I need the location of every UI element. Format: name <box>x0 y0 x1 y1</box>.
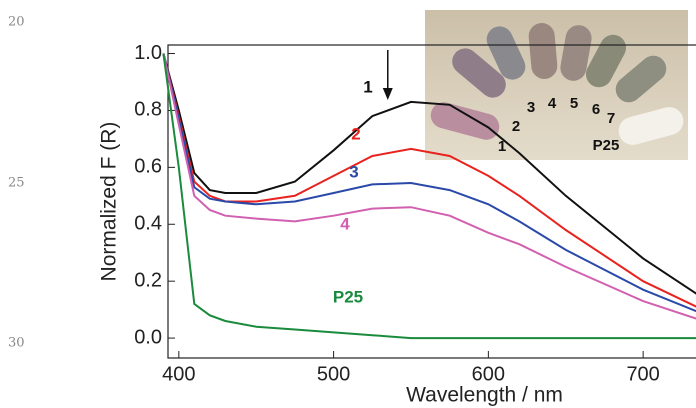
inset-label: 6 <box>592 101 600 118</box>
series-line <box>162 53 696 320</box>
tube <box>585 34 627 88</box>
series-line <box>162 53 696 308</box>
y-axis-label: Normalized F (R) <box>98 122 121 282</box>
series-label: 2 <box>351 124 360 143</box>
series-line <box>162 53 696 340</box>
series-label: P25 <box>333 287 363 306</box>
tube <box>430 102 500 140</box>
x-tick-label: 400 <box>162 363 195 385</box>
line-number: 25 <box>8 176 25 191</box>
inset-label: 5 <box>570 95 578 112</box>
inset-label: 2 <box>512 118 520 135</box>
inset-photo <box>425 10 688 160</box>
x-axis-label: Wavelength / nm <box>406 384 563 407</box>
inset-label: 3 <box>527 99 535 116</box>
line-number: 30 <box>8 336 25 351</box>
series-label: 1 <box>363 77 372 96</box>
x-tick-label: 500 <box>317 363 350 385</box>
tube <box>618 107 684 145</box>
line-number: 20 <box>8 15 25 30</box>
tube <box>486 26 526 80</box>
y-tick-label: 0.6 <box>134 156 162 178</box>
x-tick-label: 700 <box>626 363 659 385</box>
tube <box>615 55 667 103</box>
inset-label: P25 <box>593 137 620 154</box>
series-line <box>162 53 696 295</box>
y-tick-label: 0.2 <box>134 269 162 291</box>
y-tick-label: 0.0 <box>134 326 162 348</box>
y-tick-label: 1.0 <box>134 42 162 64</box>
tube <box>560 25 592 81</box>
y-tick-label: 0.4 <box>134 213 162 235</box>
tube <box>528 23 558 79</box>
inset-label: 1 <box>498 138 506 155</box>
inset-label: 4 <box>548 95 557 112</box>
x-tick-label: 600 <box>472 363 505 385</box>
tube <box>452 48 506 98</box>
series-line <box>162 53 696 313</box>
series-label: 3 <box>349 162 358 181</box>
y-tick-label: 0.8 <box>134 99 162 121</box>
arrow-head <box>382 88 393 100</box>
series-label: 4 <box>340 214 350 233</box>
axes-frame <box>167 44 696 359</box>
inset-label: 7 <box>607 110 615 127</box>
